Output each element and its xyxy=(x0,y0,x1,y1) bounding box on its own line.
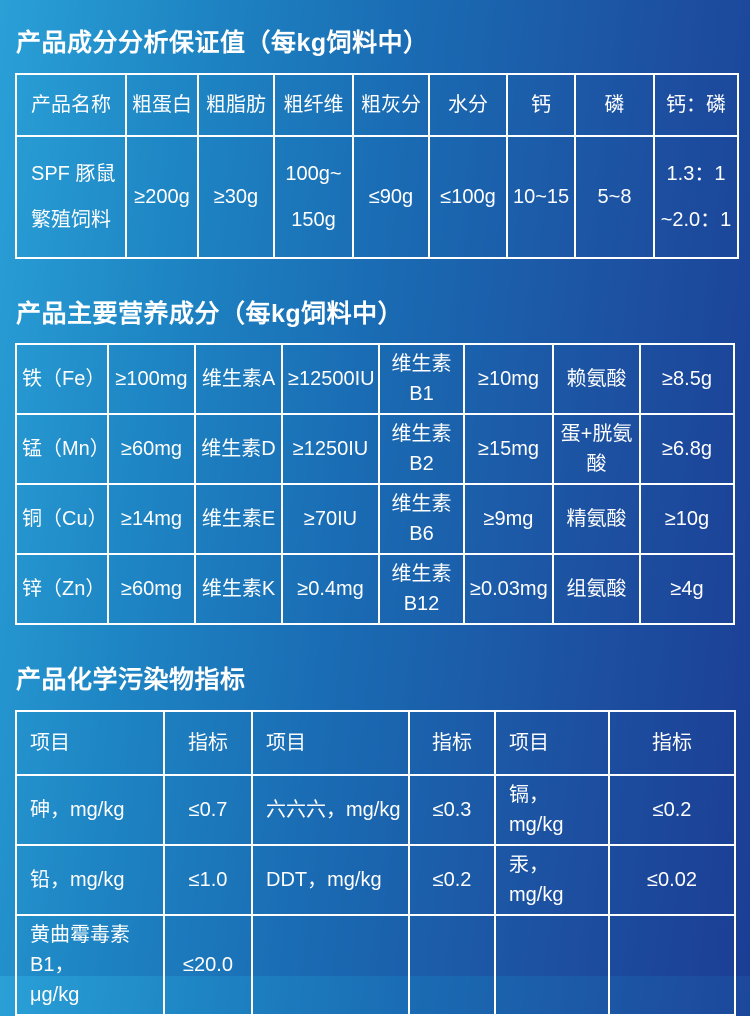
pollutants-header-row: 项目 指标 项目 指标 项目 指标 xyxy=(15,709,736,776)
analysis-moisture-cell: ≤100g xyxy=(428,134,508,259)
pollutant-item-cell: 镉，mg/kg xyxy=(494,773,610,846)
analysis-product-name-cell: SPF 豚鼠 繁殖饲料 xyxy=(15,134,127,259)
pollutant-item-cell xyxy=(494,913,610,1016)
analysis-ca-p-ratio-cell: 1.3：1 ~2.0：1 xyxy=(653,134,739,259)
analysis-header-crude-fat: 粗脂肪 xyxy=(197,72,275,137)
section-analysis: 产品成分分析保证值（每kg饲料中） 产品名称 粗蛋白 粗脂肪 粗纤维 粗灰分 水… xyxy=(15,27,739,259)
nutrient-value-cell: ≥10g xyxy=(639,483,735,555)
nutrient-name-cell: 精氨酸 xyxy=(552,483,641,555)
nutrient-value-cell: ≥100mg xyxy=(107,343,196,415)
nutrition-row-zinc: 锌（Zn） ≥60mg 维生素K ≥0.4mg 维生素B12 ≥0.03mg 组… xyxy=(15,553,735,625)
nutrient-value-cell: ≥15mg xyxy=(463,413,554,485)
nutrition-row-manganese: 锰（Mn） ≥60mg 维生素D ≥1250IU 维生素B2 ≥15mg 蛋+胱… xyxy=(15,413,735,485)
nutrient-name-cell: 维生素B1 xyxy=(378,343,465,415)
nutrient-value-cell: ≥4g xyxy=(639,553,735,625)
analysis-phosphorus-cell: 5~8 xyxy=(574,134,655,259)
analysis-crude-fiber-cell: 100g~ 150g xyxy=(273,134,354,259)
nutrient-value-cell: ≥0.03mg xyxy=(463,553,554,625)
nutrient-name-cell: 维生素B2 xyxy=(378,413,465,485)
analysis-header-product-name: 产品名称 xyxy=(15,72,127,137)
analysis-title: 产品成分分析保证值（每kg饲料中） xyxy=(16,29,429,57)
nutrition-title: 产品主要营养成分（每kg饲料中） xyxy=(16,299,404,328)
nutrient-value-cell: ≥60mg xyxy=(107,413,196,485)
pollutant-limit-cell: ≤0.2 xyxy=(608,773,736,846)
nutrient-value-cell: ≥6.8g xyxy=(639,413,735,485)
analysis-data-row: SPF 豚鼠 繁殖饲料 ≥200g ≥30g 100g~ 150g ≤90g ≤… xyxy=(15,134,739,259)
pollutant-item-cell: 汞，mg/kg xyxy=(494,843,610,916)
nutrient-value-cell: ≥9mg xyxy=(463,483,554,555)
pollutant-limit-cell: ≤1.0 xyxy=(163,843,253,916)
pollutant-item-cell: 铅，mg/kg xyxy=(15,843,165,916)
analysis-header-row: 产品名称 粗蛋白 粗脂肪 粗纤维 粗灰分 水分 钙 磷 钙：磷 xyxy=(15,72,739,137)
analysis-crude-protein-cell: ≥200g xyxy=(125,134,199,259)
pollutants-title: 产品化学污染物指标 xyxy=(16,666,246,694)
nutrient-name-cell: 锰（Mn） xyxy=(15,413,109,485)
pollutant-item-cell xyxy=(251,913,410,1016)
pollutants-header-limit: 指标 xyxy=(408,709,496,776)
nutrient-value-cell: ≥70IU xyxy=(281,483,380,555)
analysis-table: 产品名称 粗蛋白 粗脂肪 粗纤维 粗灰分 水分 钙 磷 钙：磷 SPF 豚鼠 繁… xyxy=(15,72,739,259)
nutrient-name-cell: 维生素B12 xyxy=(378,553,465,625)
nutrient-name-cell: 铜（Cu） xyxy=(15,483,109,555)
pollutants-header-item: 项目 xyxy=(15,709,165,776)
nutrient-name-cell: 蛋+胱氨酸 xyxy=(552,413,641,485)
pollutant-limit-cell: ≤0.2 xyxy=(408,843,496,916)
nutrient-name-cell: 铁（Fe） xyxy=(15,343,109,415)
analysis-header-ca-p-ratio: 钙：磷 xyxy=(653,72,739,137)
pollutants-row-arsenic: 砷，mg/kg ≤0.7 六六六，mg/kg ≤0.3 镉，mg/kg ≤0.2 xyxy=(15,773,736,846)
nutrition-row-iron: 铁（Fe） ≥100mg 维生素A ≥12500IU 维生素B1 ≥10mg 赖… xyxy=(15,343,735,415)
nutrient-value-cell: ≥8.5g xyxy=(639,343,735,415)
pollutants-row-aflatoxin: 黄曲霉毒素B1， μg/kg ≤20.0 xyxy=(15,913,736,1016)
pollutants-header-limit: 指标 xyxy=(163,709,253,776)
analysis-header-moisture: 水分 xyxy=(428,72,508,137)
nutrient-name-cell: 组氨酸 xyxy=(552,553,641,625)
pollutant-item-cell: 砷，mg/kg xyxy=(15,773,165,846)
pollutants-header-item: 项目 xyxy=(494,709,610,776)
pollutant-limit-cell xyxy=(408,913,496,1016)
nutrition-table: 铁（Fe） ≥100mg 维生素A ≥12500IU 维生素B1 ≥10mg 赖… xyxy=(15,343,735,625)
pollutant-limit-cell: ≤20.0 xyxy=(163,913,253,1016)
pollutants-row-lead: 铅，mg/kg ≤1.0 DDT，mg/kg ≤0.2 汞，mg/kg ≤0.0… xyxy=(15,843,736,916)
pollutant-limit-cell: ≤0.3 xyxy=(408,773,496,846)
nutrient-name-cell: 维生素E xyxy=(194,483,283,555)
nutrient-value-cell: ≥10mg xyxy=(463,343,554,415)
analysis-crude-fat-cell: ≥30g xyxy=(197,134,275,259)
analysis-header-crude-protein: 粗蛋白 xyxy=(125,72,199,137)
analysis-crude-ash-cell: ≤90g xyxy=(352,134,430,259)
pollutant-item-cell: DDT，mg/kg xyxy=(251,843,410,916)
pollutant-item-cell: 黄曲霉毒素B1， μg/kg xyxy=(15,913,165,1016)
analysis-header-crude-fiber: 粗纤维 xyxy=(273,72,354,137)
nutrition-row-copper: 铜（Cu） ≥14mg 维生素E ≥70IU 维生素B6 ≥9mg 精氨酸 ≥1… xyxy=(15,483,735,555)
nutrient-name-cell: 锌（Zn） xyxy=(15,553,109,625)
nutrient-value-cell: ≥60mg xyxy=(107,553,196,625)
nutrient-value-cell: ≥0.4mg xyxy=(281,553,380,625)
analysis-header-crude-ash: 粗灰分 xyxy=(352,72,430,137)
nutrient-value-cell: ≥14mg xyxy=(107,483,196,555)
nutrient-value-cell: ≥1250IU xyxy=(281,413,380,485)
nutrient-name-cell: 赖氨酸 xyxy=(552,343,641,415)
pollutants-header-item: 项目 xyxy=(251,709,410,776)
section-pollutants: 产品化学污染物指标 项目 指标 项目 指标 项目 指标 砷，mg/kg ≤0.7 xyxy=(15,664,737,1016)
nutrient-value-cell: ≥12500IU xyxy=(281,343,380,415)
analysis-calcium-cell: 10~15 xyxy=(506,134,576,259)
pollutants-table: 项目 指标 项目 指标 项目 指标 砷，mg/kg ≤0.7 六六六，mg/kg… xyxy=(15,709,736,1016)
pollutant-limit-cell: ≤0.7 xyxy=(163,773,253,846)
analysis-header-phosphorus: 磷 xyxy=(574,72,655,137)
nutrient-name-cell: 维生素B6 xyxy=(378,483,465,555)
analysis-header-calcium: 钙 xyxy=(506,72,576,137)
nutrient-name-cell: 维生素D xyxy=(194,413,283,485)
section-nutrition: 产品主要营养成分（每kg饲料中） 铁（Fe） ≥100mg 维生素A ≥1250… xyxy=(15,298,737,625)
nutrient-name-cell: 维生素A xyxy=(194,343,283,415)
pollutant-limit-cell: ≤0.02 xyxy=(608,843,736,916)
pollutant-item-cell: 六六六，mg/kg xyxy=(251,773,410,846)
nutrient-name-cell: 维生素K xyxy=(194,553,283,625)
pollutants-header-limit: 指标 xyxy=(608,709,736,776)
pollutant-limit-cell xyxy=(608,913,736,1016)
